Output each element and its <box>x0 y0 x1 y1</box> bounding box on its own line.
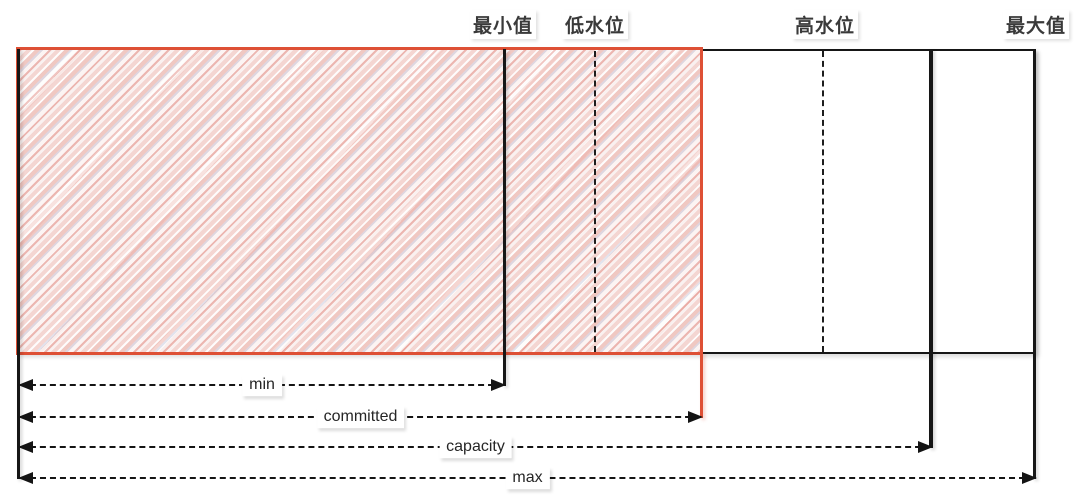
arrow-head-right-icon <box>918 441 933 453</box>
max-arrow-label: max <box>505 467 550 489</box>
min-line <box>503 49 506 386</box>
label-max-value: 最大值 <box>1002 10 1070 39</box>
committed-arrow: committed <box>18 406 703 428</box>
arrow-head-left-icon <box>18 441 33 453</box>
min-arrow-label: min <box>242 374 282 396</box>
min-arrow: min <box>18 374 506 396</box>
capacity-arrow-label: capacity <box>439 436 512 458</box>
label-low-watermark: 低水位 <box>561 10 629 39</box>
label-high-watermark: 高水位 <box>791 10 859 39</box>
high-watermark-line <box>822 51 824 352</box>
capacity-line <box>929 49 933 448</box>
arrow-head-right-icon <box>1022 472 1037 484</box>
arrow-head-left-icon <box>18 411 33 423</box>
low-watermark-line <box>594 51 596 352</box>
max-arrow: max <box>18 467 1037 489</box>
committed-region-rect <box>16 47 703 355</box>
arrow-head-left-icon <box>18 472 33 484</box>
max-line <box>1033 49 1036 479</box>
arrow-head-right-icon <box>491 379 506 391</box>
committed-line <box>700 352 703 418</box>
arrow-head-right-icon <box>688 411 703 423</box>
committed-arrow-label: committed <box>316 406 405 428</box>
capacity-arrow: capacity <box>18 436 933 458</box>
arrow-head-left-icon <box>18 379 33 391</box>
label-min-value: 最小值 <box>469 10 537 39</box>
left-edge-line <box>17 49 20 479</box>
